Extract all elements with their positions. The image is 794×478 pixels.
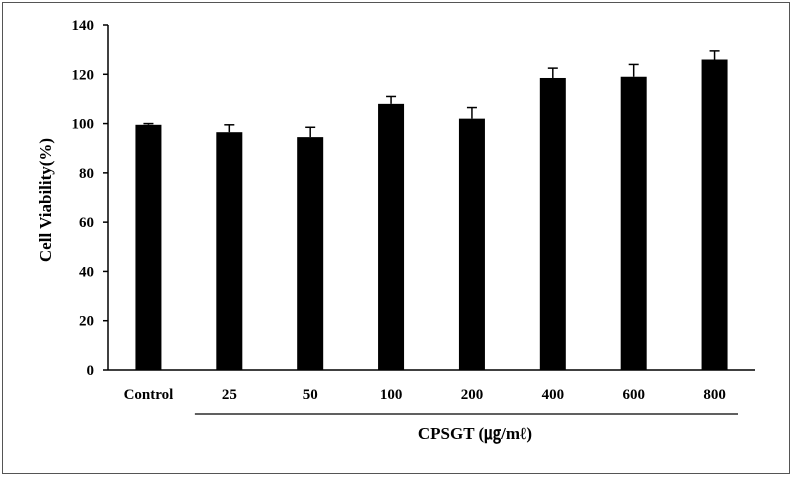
x-tick-label: 600	[622, 387, 645, 403]
bar-200	[458, 118, 485, 371]
y-tick-label: 140	[72, 18, 95, 34]
group-label: CPSGT (㎍/mℓ)	[418, 424, 532, 445]
y-tick-label: 40	[79, 264, 94, 280]
y-axis-title: Cell Viability(%)	[36, 138, 55, 262]
x-tick-label: Control	[124, 387, 174, 403]
x-tick-label: 50	[303, 387, 318, 403]
bar-400	[539, 77, 566, 370]
x-tick-label: 100	[380, 387, 403, 403]
x-tick-label: 800	[703, 387, 726, 403]
bar-800	[701, 59, 728, 370]
bar-50	[297, 137, 324, 370]
y-tick-label: 20	[79, 314, 94, 330]
bar-chart: Cell Viability(%) CPSGT (㎍/mℓ) 0 20 40 60 80…	[36, 18, 755, 445]
x-tick-label: 200	[461, 387, 484, 403]
x-tick-label: 400	[542, 387, 565, 403]
bar-control	[135, 124, 162, 370]
bar-25	[216, 132, 243, 370]
y-tick-label: 60	[79, 215, 94, 231]
y-tick-label: 0	[87, 363, 95, 379]
y-tick-label: 120	[72, 67, 95, 83]
y-tick-label: 80	[79, 166, 94, 182]
bar-600	[620, 76, 647, 370]
bar-100	[378, 103, 405, 370]
y-tick-label: 100	[72, 117, 95, 133]
x-tick-label: 25	[222, 387, 237, 403]
chart-frame: Cell Viability(%) CPSGT (㎍/mℓ) 0 20 40 60 80…	[2, 2, 790, 474]
